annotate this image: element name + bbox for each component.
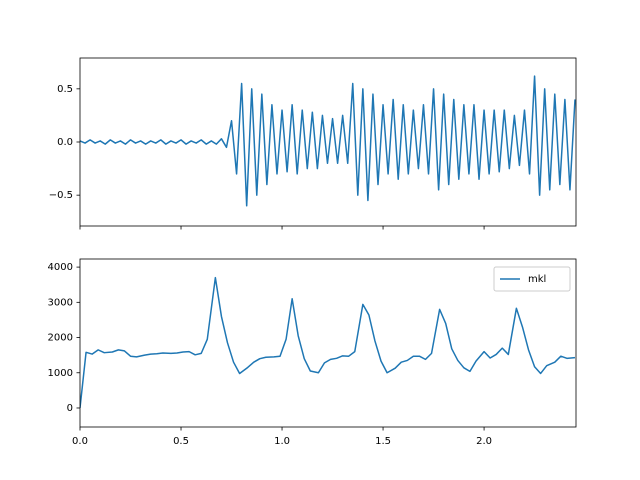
y-tick-label: 0.0 [57, 137, 73, 148]
x-tick-label: 1.5 [375, 436, 391, 447]
x-tick-label: 2.0 [476, 436, 492, 447]
data-line [80, 276, 576, 409]
x-tick-label: 0.5 [173, 436, 189, 447]
legend-box [493, 266, 571, 292]
y-tick-label: 0.5 [57, 84, 73, 95]
y-tick-label: −0.5 [49, 190, 73, 201]
y-tick-label: 2000 [48, 333, 73, 344]
legend-label: mkl [528, 274, 546, 285]
data-line [80, 75, 576, 207]
y-tick-label: 0 [67, 403, 73, 414]
x-tick-label: 0.0 [72, 436, 88, 447]
x-tick-label: 1.0 [274, 436, 290, 447]
axes-frame [79, 258, 577, 428]
y-tick-label: 3000 [48, 297, 73, 308]
y-tick-label: 4000 [48, 262, 73, 273]
y-tick-label: 1000 [48, 368, 73, 379]
